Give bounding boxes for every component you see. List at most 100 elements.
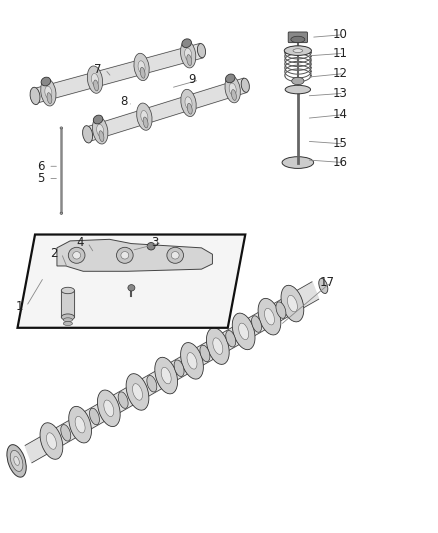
Ellipse shape xyxy=(239,323,249,340)
Ellipse shape xyxy=(147,243,155,250)
Ellipse shape xyxy=(291,36,305,43)
Text: 12: 12 xyxy=(333,67,348,80)
Ellipse shape xyxy=(10,450,23,471)
Ellipse shape xyxy=(284,46,311,55)
Text: 13: 13 xyxy=(333,87,348,100)
Ellipse shape xyxy=(226,330,236,347)
Ellipse shape xyxy=(167,247,184,263)
Ellipse shape xyxy=(187,352,197,369)
Ellipse shape xyxy=(47,93,52,103)
Ellipse shape xyxy=(61,287,74,294)
Ellipse shape xyxy=(41,77,51,86)
Text: 6: 6 xyxy=(37,160,45,173)
Ellipse shape xyxy=(285,85,311,94)
Ellipse shape xyxy=(118,392,128,408)
Ellipse shape xyxy=(128,285,135,291)
Ellipse shape xyxy=(137,103,152,130)
Ellipse shape xyxy=(206,328,229,365)
Ellipse shape xyxy=(276,302,286,318)
Ellipse shape xyxy=(75,416,85,433)
Text: 1: 1 xyxy=(15,300,23,313)
Text: 8: 8 xyxy=(120,95,128,108)
Ellipse shape xyxy=(46,433,57,449)
Ellipse shape xyxy=(97,390,120,426)
Ellipse shape xyxy=(14,456,19,465)
Ellipse shape xyxy=(40,423,63,459)
Ellipse shape xyxy=(251,316,261,332)
Ellipse shape xyxy=(92,74,99,86)
Ellipse shape xyxy=(61,425,71,441)
Ellipse shape xyxy=(293,49,303,53)
Polygon shape xyxy=(25,282,319,463)
Ellipse shape xyxy=(258,298,281,335)
Polygon shape xyxy=(61,290,74,317)
Ellipse shape xyxy=(7,445,26,477)
Ellipse shape xyxy=(68,247,85,263)
Ellipse shape xyxy=(282,157,314,168)
Ellipse shape xyxy=(241,78,249,92)
Ellipse shape xyxy=(281,285,304,322)
Ellipse shape xyxy=(83,126,92,143)
Ellipse shape xyxy=(174,360,184,376)
Ellipse shape xyxy=(60,212,63,214)
Ellipse shape xyxy=(171,252,179,259)
Ellipse shape xyxy=(99,131,104,142)
Polygon shape xyxy=(34,43,203,103)
Text: 16: 16 xyxy=(333,156,348,169)
Ellipse shape xyxy=(292,77,304,85)
Ellipse shape xyxy=(134,53,149,80)
Text: 4: 4 xyxy=(77,236,84,249)
Text: 17: 17 xyxy=(320,276,335,289)
Ellipse shape xyxy=(187,55,192,66)
Text: 7: 7 xyxy=(94,63,102,76)
Ellipse shape xyxy=(180,41,196,68)
Polygon shape xyxy=(86,78,247,142)
Ellipse shape xyxy=(213,338,223,354)
Ellipse shape xyxy=(141,110,148,123)
Ellipse shape xyxy=(225,76,240,103)
Ellipse shape xyxy=(143,117,148,128)
Ellipse shape xyxy=(265,309,275,325)
Ellipse shape xyxy=(180,343,203,379)
Ellipse shape xyxy=(94,80,99,91)
Ellipse shape xyxy=(126,374,149,410)
Ellipse shape xyxy=(182,39,191,47)
Text: 3: 3 xyxy=(151,236,159,249)
Text: 15: 15 xyxy=(333,138,348,150)
Text: 11: 11 xyxy=(333,47,348,60)
Ellipse shape xyxy=(287,295,297,312)
Ellipse shape xyxy=(30,87,40,104)
Ellipse shape xyxy=(319,278,328,294)
Polygon shape xyxy=(18,235,245,328)
Text: 5: 5 xyxy=(37,172,45,185)
Ellipse shape xyxy=(161,367,171,384)
FancyBboxPatch shape xyxy=(288,32,307,43)
Ellipse shape xyxy=(41,79,56,106)
Ellipse shape xyxy=(73,252,81,259)
Ellipse shape xyxy=(89,408,99,425)
Ellipse shape xyxy=(63,318,73,322)
Ellipse shape xyxy=(226,74,235,83)
Ellipse shape xyxy=(60,127,63,129)
Ellipse shape xyxy=(231,90,237,100)
Text: 2: 2 xyxy=(50,247,58,260)
Ellipse shape xyxy=(232,313,255,350)
Ellipse shape xyxy=(155,357,177,394)
Ellipse shape xyxy=(121,252,129,259)
Ellipse shape xyxy=(92,117,108,144)
Ellipse shape xyxy=(45,86,52,99)
Ellipse shape xyxy=(147,375,157,392)
Ellipse shape xyxy=(133,384,142,400)
Ellipse shape xyxy=(198,44,205,58)
Ellipse shape xyxy=(187,103,192,114)
Polygon shape xyxy=(57,239,212,271)
Ellipse shape xyxy=(181,90,196,117)
Ellipse shape xyxy=(185,48,192,60)
Ellipse shape xyxy=(61,314,74,320)
Ellipse shape xyxy=(140,67,145,78)
Ellipse shape xyxy=(138,61,145,73)
Text: 9: 9 xyxy=(188,74,196,86)
Ellipse shape xyxy=(63,321,73,326)
Ellipse shape xyxy=(117,247,133,263)
Text: 14: 14 xyxy=(333,108,348,121)
